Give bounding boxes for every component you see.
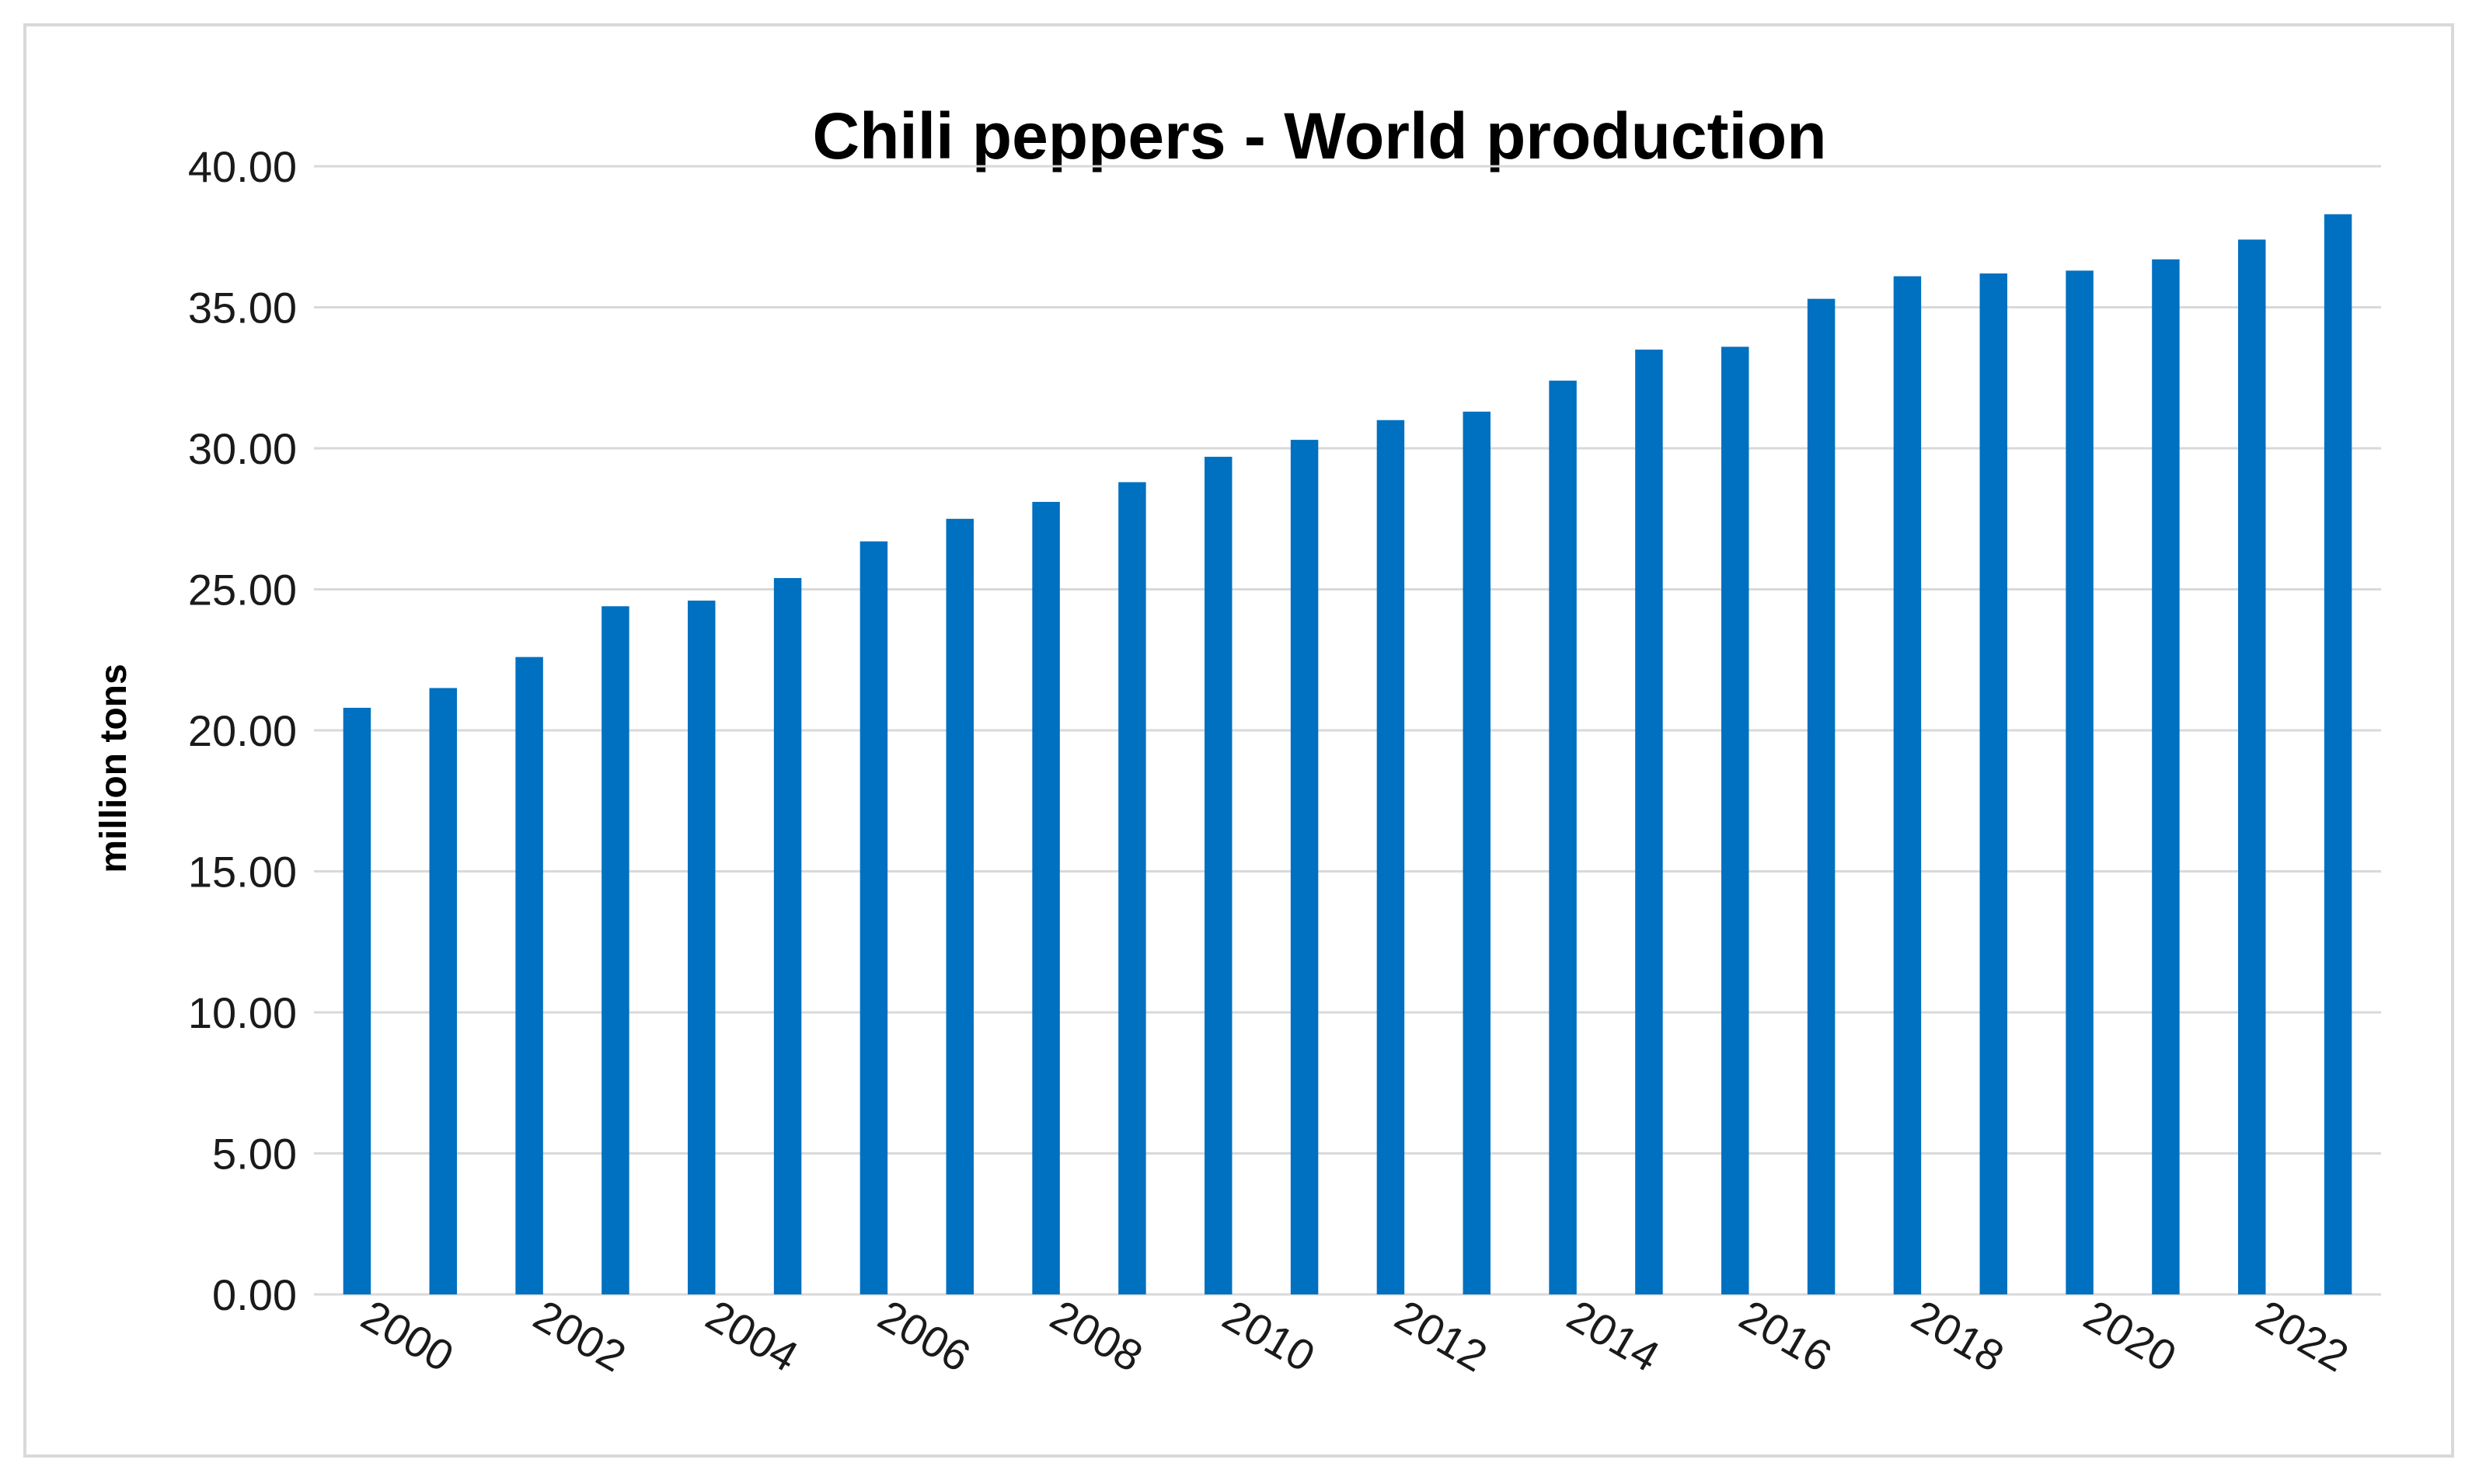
bars: [343, 214, 2352, 1295]
bar-2002: [515, 657, 543, 1294]
x-tick-label: 2006: [870, 1291, 978, 1381]
bar-2015: [1635, 349, 1663, 1295]
bar-2004: [688, 601, 716, 1294]
x-tick-label: 2022: [2248, 1291, 2356, 1381]
bar-2003: [601, 606, 629, 1294]
y-axis-tick-labels: 0.00 5.00 10.00 15.00 20.00 25.00 30.00 35.00 40…: [188, 142, 297, 1319]
y-tick-label: 30.00: [188, 424, 297, 473]
bar-2016: [1721, 347, 1749, 1294]
y-tick-label: 35.00: [188, 284, 297, 333]
bar-2005: [773, 577, 802, 1294]
x-tick-label: 2016: [1731, 1291, 1839, 1381]
y-tick-label: 40.00: [188, 142, 297, 191]
bar-2017: [1807, 298, 1836, 1294]
bar-2014: [1549, 380, 1577, 1294]
chart-svg: Chili peppers - World production million…: [93, 99, 2381, 1381]
y-tick-label: 5.00: [212, 1130, 297, 1179]
bar-2001: [429, 688, 457, 1294]
bar-2007: [946, 518, 974, 1294]
bar-2006: [859, 541, 888, 1294]
bar-2011: [1290, 440, 1319, 1294]
y-tick-label: 25.00: [188, 566, 297, 615]
x-tick-label: 2010: [1215, 1291, 1323, 1381]
bar-2013: [1463, 411, 1491, 1294]
y-tick-label: 15.00: [188, 848, 297, 897]
bar-2018: [1893, 276, 1922, 1294]
y-tick-label: 10.00: [188, 988, 297, 1037]
chart-container: Chili peppers - World production million…: [23, 23, 2454, 1458]
x-tick-label: 2014: [1560, 1291, 1668, 1381]
bar-2008: [1032, 501, 1060, 1294]
bar-2023: [2324, 214, 2352, 1295]
x-tick-label: 2020: [2076, 1291, 2184, 1381]
x-axis-tick-labels: 2000 2002 2004 2006 2008 2010 2012 2014 2016 2018…: [354, 1291, 2357, 1381]
x-tick-label: 2004: [698, 1291, 806, 1381]
y-axis-label: million tons: [93, 664, 134, 873]
y-tick-label: 0.00: [212, 1270, 297, 1319]
bar-2000: [343, 707, 371, 1294]
y-tick-label: 20.00: [188, 706, 297, 755]
gridlines: [314, 165, 2381, 1296]
x-tick-label: 2008: [1043, 1291, 1151, 1381]
bar-2012: [1376, 420, 1405, 1295]
x-tick-label: 2012: [1387, 1291, 1495, 1381]
bar-2009: [1118, 482, 1146, 1294]
bar-2021: [2152, 259, 2180, 1294]
bar-2019: [1979, 273, 2007, 1295]
bar-2022: [2238, 239, 2266, 1294]
bar-2010: [1205, 456, 1233, 1294]
chart-title: Chili peppers - World production: [812, 99, 1826, 172]
x-tick-label: 2000: [354, 1291, 462, 1381]
bar-2020: [2066, 270, 2094, 1294]
x-tick-label: 2018: [1904, 1291, 2012, 1381]
x-tick-label: 2002: [526, 1291, 634, 1381]
